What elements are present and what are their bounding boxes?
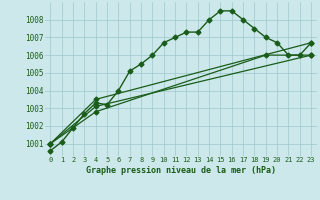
- X-axis label: Graphe pression niveau de la mer (hPa): Graphe pression niveau de la mer (hPa): [86, 166, 276, 175]
